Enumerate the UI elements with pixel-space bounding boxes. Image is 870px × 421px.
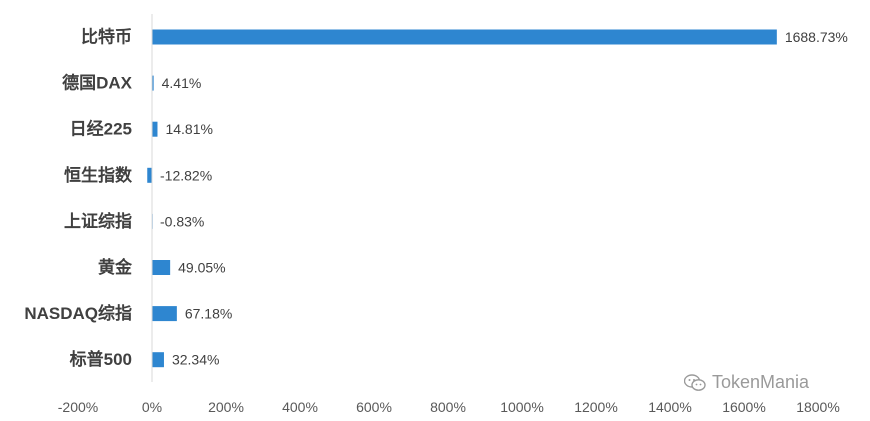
- bar: [152, 352, 164, 368]
- watermark-text: TokenMania: [712, 372, 810, 392]
- data-label: 32.34%: [172, 352, 219, 368]
- x-tick-label: 800%: [430, 399, 466, 415]
- data-label: 4.41%: [162, 75, 202, 91]
- category-label: 标普500: [70, 349, 132, 369]
- category-label: 上证综指: [64, 211, 132, 231]
- category-label: 比特币: [81, 27, 132, 47]
- x-tick-label: 1600%: [722, 399, 766, 415]
- category-label: 德国DAX: [62, 73, 133, 93]
- category-label: NASDAQ综指: [24, 303, 132, 323]
- x-axis-tick-labels: -200% 0% 200% 400% 600% 800% 1000% 1200% 1400% 16…: [58, 399, 840, 415]
- data-label: 1688.73%: [785, 29, 848, 45]
- x-tick-label: 200%: [208, 399, 244, 415]
- value-labels: 1688.73% 4.41% 14.81% -12.82% -0.83% 49.05% 67…: [160, 29, 848, 368]
- data-label: 14.81%: [165, 121, 212, 137]
- x-tick-label: 1800%: [796, 399, 840, 415]
- bar: [152, 29, 777, 45]
- x-tick-label: 600%: [356, 399, 392, 415]
- bar: [152, 75, 154, 91]
- x-tick-label: 1000%: [500, 399, 544, 415]
- x-tick-label: 0%: [142, 399, 162, 415]
- x-tick-label: 400%: [282, 399, 318, 415]
- bar: [152, 260, 171, 275]
- bar: [147, 167, 152, 183]
- bars-layer: [147, 29, 777, 368]
- x-tick-label: 1400%: [648, 399, 692, 415]
- bar: [152, 121, 158, 137]
- data-label: -12.82%: [160, 167, 212, 183]
- bar: [152, 306, 177, 322]
- category-label: 黄金: [98, 257, 133, 277]
- data-label: 67.18%: [185, 306, 232, 322]
- watermark: TokenMania: [684, 372, 809, 393]
- x-tick-label: 1200%: [574, 399, 618, 415]
- category-label: 恒生指数: [64, 165, 133, 185]
- category-label: 日经225: [70, 119, 132, 139]
- wechat-icon: [684, 373, 706, 391]
- data-label: -0.83%: [160, 213, 204, 229]
- x-tick-label: -200%: [58, 399, 98, 415]
- data-label: 49.05%: [178, 260, 225, 276]
